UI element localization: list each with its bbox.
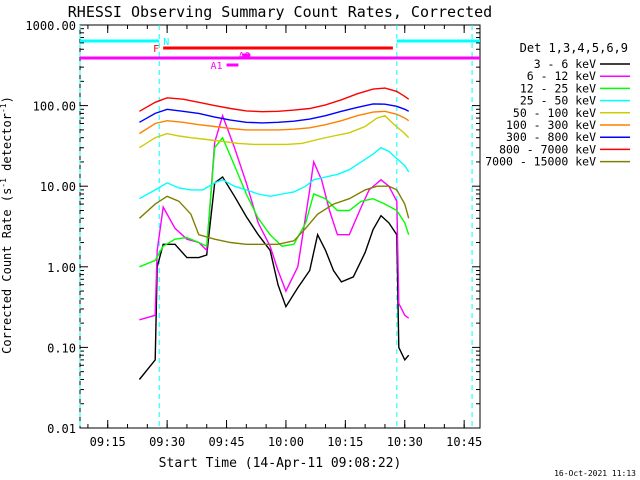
y-tick-label: 1.00 xyxy=(47,261,76,275)
series-lines xyxy=(138,87,410,380)
y-axis-label: Corrected Count Rate (s-1 detector-1) xyxy=(0,96,14,354)
flag-label: F xyxy=(153,44,159,55)
observing-flags: NF A0 A1 xyxy=(80,37,480,72)
y-axis-label-middle: detector xyxy=(0,113,14,178)
y-tick-label: 100.00 xyxy=(33,100,76,114)
x-axis-label: Start Time (14-Apr-11 09:08:22) xyxy=(159,456,402,471)
x-tick-label: 09:15 xyxy=(90,435,126,449)
y-axis-label-superscript-1: -1 xyxy=(0,178,8,188)
series-line xyxy=(138,175,410,380)
x-tick-label: 10:00 xyxy=(268,435,304,449)
footer-timestamp: 16-Oct-2021 11:13 xyxy=(554,469,636,478)
series-line xyxy=(139,87,410,113)
series-line xyxy=(138,185,410,246)
series-line xyxy=(139,103,410,124)
chart-title: RHESSI Observing Summary Count Rates, Co… xyxy=(68,3,492,21)
legend-label: 25 - 50 keV xyxy=(520,94,596,108)
series-line xyxy=(139,113,410,321)
series-line xyxy=(139,146,410,200)
x-axis: 09:15 09:30 09:45 10:00 10:15 10:30 10:45 xyxy=(87,25,482,449)
legend-label: 100 - 300 keV xyxy=(506,118,596,132)
x-tick-label: 10:30 xyxy=(387,435,423,449)
flag-label: N xyxy=(163,37,169,48)
y-axis-label-main: Corrected Count Rate (s xyxy=(0,188,14,354)
legend-label: 50 - 100 keV xyxy=(513,106,596,120)
series-line xyxy=(139,136,410,268)
flag-label: A0 xyxy=(238,51,250,62)
legend-label: 12 - 25 keV xyxy=(520,81,596,95)
x-tick-label: 10:45 xyxy=(446,435,482,449)
y-axis-label-end: ) xyxy=(0,96,14,103)
x-tick-label: 09:45 xyxy=(208,435,244,449)
y-axis: 1000.00 100.00 10.00 1.00 0.10 0.01 xyxy=(25,19,480,436)
y-tick-label: 0.01 xyxy=(47,422,76,436)
y-axis-label-superscript-2: -1 xyxy=(0,103,8,113)
legend-label: 3 - 6 keV xyxy=(534,57,596,71)
legend-label: 300 - 800 keV xyxy=(506,130,596,144)
series-line xyxy=(139,114,410,149)
series-line xyxy=(139,110,410,135)
legend-title: Det 1,3,4,5,6,9 xyxy=(520,41,628,55)
y-tick-label: 0.10 xyxy=(47,341,76,355)
x-tick-label: 09:30 xyxy=(149,435,185,449)
y-tick-label: 1000.00 xyxy=(25,19,76,33)
legend-label: 7000 - 15000 keV xyxy=(485,155,596,169)
legend-label: 6 - 12 keV xyxy=(527,69,596,83)
plot-frame xyxy=(79,24,481,429)
legend-label: 800 - 7000 keV xyxy=(499,142,596,156)
flag-label: A1 xyxy=(210,61,222,72)
y-tick-label: 10.00 xyxy=(40,180,76,194)
plot-area: 1000.00 100.00 10.00 1.00 0.10 0.01 09:15 09:3… xyxy=(25,19,482,449)
x-tick-label: 10:15 xyxy=(327,435,363,449)
